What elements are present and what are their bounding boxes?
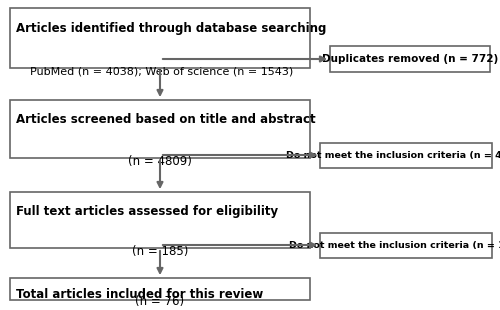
Bar — [330, 46, 490, 72]
Bar — [10, 8, 310, 68]
Text: (n = 185): (n = 185) — [132, 245, 188, 258]
Bar — [320, 233, 492, 258]
Text: Full text articles assessed for eligibility: Full text articles assessed for eligibil… — [16, 205, 278, 218]
Bar — [10, 100, 310, 158]
Text: (n = 76): (n = 76) — [136, 295, 184, 308]
Bar — [10, 192, 310, 248]
Text: Duplicates removed (n = 772): Duplicates removed (n = 772) — [322, 54, 498, 64]
Text: Do not meet the inclusion criteria (n = 4624): Do not meet the inclusion criteria (n = … — [286, 151, 500, 160]
Bar — [320, 143, 492, 168]
Text: Do not meet the inclusion criteria (n = 109): Do not meet the inclusion criteria (n = … — [290, 241, 500, 250]
Bar — [10, 278, 310, 300]
Text: (n = 4809): (n = 4809) — [128, 155, 192, 168]
Text: PubMed (n = 4038); Web of science (n = 1543): PubMed (n = 4038); Web of science (n = 1… — [30, 66, 293, 76]
Text: Articles screened based on title and abstract: Articles screened based on title and abs… — [16, 113, 316, 126]
Text: Total articles included for this review: Total articles included for this review — [16, 288, 263, 301]
Text: Articles identified through database searching: Articles identified through database sea… — [16, 22, 326, 35]
